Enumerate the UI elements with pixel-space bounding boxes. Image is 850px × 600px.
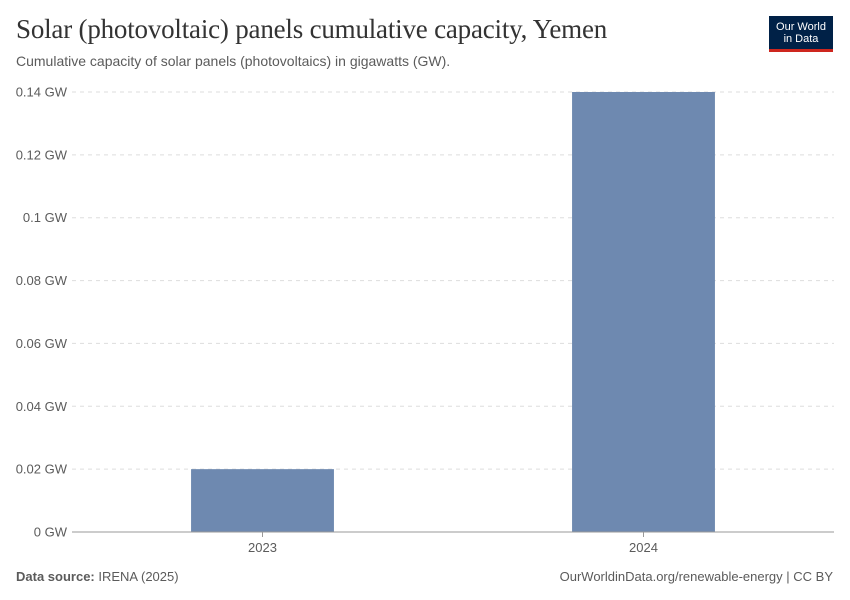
y-tick-label: 0.08 GW [16,273,68,288]
chart-subtitle: Cumulative capacity of solar panels (pho… [16,53,451,69]
logo-line-2: in Data [783,33,819,45]
y-tick-label: 0.1 GW [23,210,68,225]
data-source-value[interactable]: IRENA (2025) [98,569,179,584]
data-source: Data source: IRENA (2025) [16,569,179,584]
footer-link[interactable]: OurWorldinData.org/renewable-energy | CC… [559,569,833,584]
chart-title: Solar (photovoltaic) panels cumulative c… [16,14,608,44]
y-tick-label: 0.12 GW [16,147,68,162]
y-tick-label: 0.02 GW [16,462,68,477]
data-source-label: Data source: [16,569,95,584]
y-tick-label: 0 GW [34,525,68,540]
bar[interactable] [572,92,715,532]
logo-line-1: Our World [776,21,826,33]
bar[interactable] [191,469,334,532]
y-tick-label: 0.04 GW [16,399,68,414]
y-tick-label: 0.06 GW [16,336,68,351]
owid-logo[interactable]: Our World in Data [769,16,833,52]
x-tick-label: 2024 [629,540,658,555]
y-tick-label: 0.14 GW [16,85,68,100]
x-tick-label: 2023 [248,540,277,555]
